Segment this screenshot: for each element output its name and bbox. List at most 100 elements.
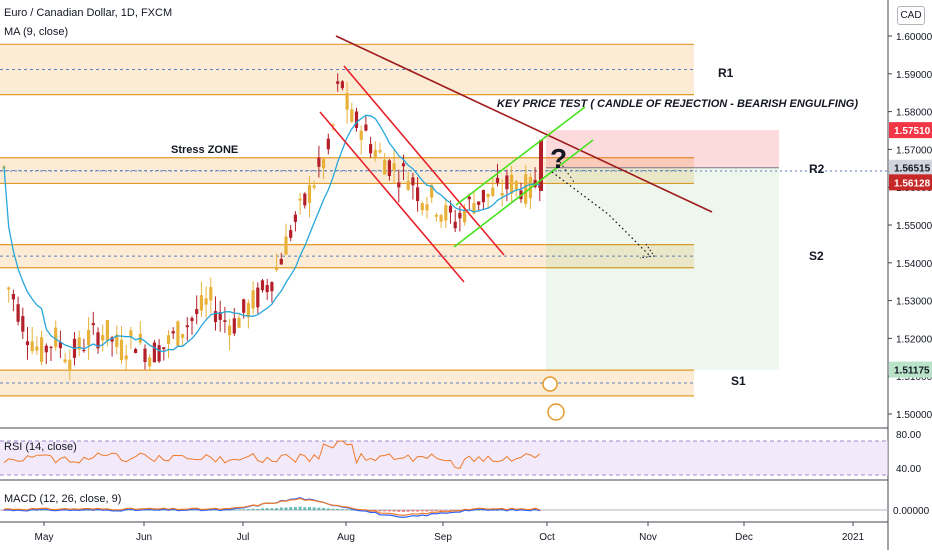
macd-hist-bar bbox=[439, 510, 443, 511]
candle-body bbox=[228, 325, 232, 336]
candle-body bbox=[378, 150, 382, 153]
annotation-label: ? bbox=[550, 143, 567, 174]
red-channel-upper bbox=[343, 65, 505, 256]
ma-line bbox=[3, 114, 540, 353]
candle-body bbox=[256, 287, 260, 308]
take-profit-box bbox=[546, 167, 779, 370]
candle-body bbox=[190, 317, 194, 322]
candle-body bbox=[232, 318, 236, 334]
candle-body bbox=[54, 327, 58, 348]
macd-hist-bar bbox=[449, 510, 452, 511]
macd-hist-bar bbox=[129, 509, 133, 511]
time-tick-label: Aug bbox=[337, 532, 355, 543]
price-tick-label: 1.60000 bbox=[896, 32, 932, 43]
candle-body bbox=[298, 198, 302, 201]
candle-body bbox=[312, 185, 316, 188]
macd-hist-bar bbox=[317, 507, 321, 510]
candle-body bbox=[166, 335, 171, 344]
candle-body bbox=[500, 193, 504, 196]
candle-body bbox=[270, 282, 274, 292]
macd-hist-bar bbox=[298, 506, 302, 510]
candle-body bbox=[115, 334, 119, 348]
candle-body bbox=[119, 339, 124, 360]
macd-hist-bar bbox=[406, 510, 410, 512]
currency-button[interactable]: CAD bbox=[897, 6, 925, 25]
candle-body bbox=[524, 174, 528, 204]
candle-body bbox=[275, 267, 279, 271]
candle-body bbox=[195, 309, 199, 315]
price-tick-label: 1.50000 bbox=[896, 410, 932, 421]
price-tick-label: 1.57000 bbox=[896, 145, 932, 156]
candle-body bbox=[284, 236, 288, 255]
macd-hist-bar bbox=[430, 510, 434, 511]
candle-body bbox=[176, 321, 180, 346]
annotation-label: R2 bbox=[809, 162, 825, 176]
macd-hist-bar bbox=[340, 509, 344, 511]
candle-body bbox=[35, 346, 39, 351]
candle-body bbox=[251, 290, 255, 309]
macd-legend: MACD (12, 26, close, 9) bbox=[4, 493, 122, 505]
candle-body bbox=[467, 196, 471, 200]
macd-hist-bar bbox=[420, 510, 424, 512]
macd-hist-bar bbox=[477, 509, 481, 511]
macd-hist-bar bbox=[500, 509, 504, 511]
stop-loss-box bbox=[546, 130, 779, 168]
macd-hist-bar bbox=[261, 508, 264, 510]
candle-body bbox=[326, 138, 330, 150]
candle-body bbox=[91, 323, 95, 326]
candle-body bbox=[373, 149, 377, 159]
macd-hist-bar bbox=[425, 510, 429, 512]
macd-hist-bar bbox=[223, 509, 227, 511]
macd-hist-bar bbox=[303, 507, 307, 510]
macd-hist-bar bbox=[510, 509, 514, 511]
macd-hist-bar bbox=[96, 509, 100, 511]
candle-body bbox=[148, 357, 152, 367]
candle-body bbox=[397, 182, 401, 188]
time-tick-label: Oct bbox=[539, 532, 555, 543]
macd-hist-bar bbox=[387, 510, 391, 512]
candle-body bbox=[387, 160, 391, 177]
candle-body bbox=[416, 187, 420, 202]
macd-hist-bar bbox=[293, 507, 297, 510]
macd-hist-bar bbox=[256, 508, 260, 510]
price-badge bbox=[889, 122, 932, 139]
candle-body bbox=[477, 201, 481, 205]
green-channel-upper bbox=[455, 106, 586, 206]
macd-hist-bar bbox=[392, 510, 396, 512]
rsi-tick-label: 40.00 bbox=[896, 464, 921, 475]
candle-body bbox=[425, 204, 429, 211]
macd-hist-bar bbox=[242, 509, 246, 511]
macd-hist-bar bbox=[143, 509, 147, 511]
candle-body bbox=[486, 193, 490, 198]
time-tick-label: Sep bbox=[434, 532, 452, 543]
sr-zone-S2 bbox=[0, 244, 694, 268]
candle-body bbox=[11, 293, 15, 300]
macd-hist-bar bbox=[326, 508, 330, 510]
candle-body bbox=[481, 190, 485, 203]
macd-hist-bar bbox=[284, 507, 288, 510]
candle-body bbox=[354, 111, 359, 128]
candle-body bbox=[16, 304, 20, 322]
candle-body bbox=[101, 335, 105, 341]
candle-body bbox=[218, 312, 222, 320]
candle-body bbox=[359, 130, 363, 140]
price-tick-label: 1.51000 bbox=[896, 372, 932, 383]
candle-body bbox=[209, 287, 213, 301]
candle-body bbox=[317, 157, 321, 167]
price-badge-label: 1.56515 bbox=[894, 164, 931, 175]
price-badge-label: 1.56128 bbox=[894, 178, 931, 189]
candle-body bbox=[30, 341, 34, 352]
macd-hist-bar bbox=[171, 509, 175, 511]
macd-signal-line bbox=[3, 497, 540, 516]
macd-hist-bar bbox=[444, 510, 448, 511]
macd-hist-bar bbox=[209, 509, 213, 511]
price-badge-label: 1.51175 bbox=[894, 366, 930, 377]
time-tick-label: Dec bbox=[735, 532, 753, 543]
candle-body bbox=[237, 317, 241, 328]
candle-body bbox=[533, 179, 537, 188]
macd-hist-bar bbox=[63, 509, 67, 511]
green-channel-lower bbox=[453, 139, 594, 248]
candle-body bbox=[444, 205, 448, 221]
candle-body bbox=[49, 346, 53, 349]
